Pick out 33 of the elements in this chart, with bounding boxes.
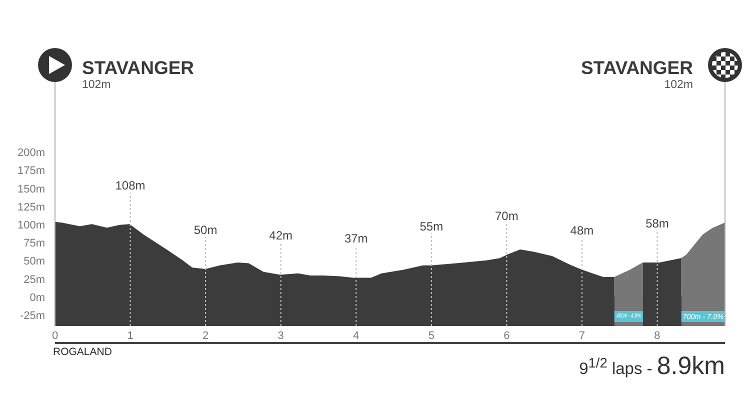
y-tick-label: 150m [17,183,45,196]
y-tick-label: 100m [17,220,45,232]
text: 9$^{1/2}$ laps - 8.9km [579,352,725,380]
x-tick-label: 0 [52,330,58,342]
x-tick-label: 5 [428,330,434,342]
ref-line-label: 37m [344,232,368,246]
y-tick-label: 25m [24,274,45,286]
ref-line-label: 70m [495,208,518,223]
annotation: STAVANGER [580,56,693,78]
text: ROGALAND [53,346,112,358]
ref-line-label: 108m [115,178,146,193]
x-tick-label: 8 [654,330,660,342]
ref-line-label: 48m [570,224,594,238]
ref-line-label: 42m [269,228,293,243]
x-tick-label: 2 [202,330,209,342]
x-tick-label: 1 [127,330,134,342]
ref-line-label: 50m [194,222,218,237]
annotation: 102m [82,79,111,92]
y-tick-label: 200m [17,147,45,160]
x-tick-label: 3 [278,330,284,342]
x-tick-label: 6 [504,330,510,342]
annotation: STAVANGER [82,56,194,78]
ref-line-label: 58m [646,216,669,230]
y-tick-label: 0m [30,292,45,304]
y-tick-label: 125m [17,201,45,214]
x-tick-label: 7 [578,330,586,342]
y-tick-label: 175m [17,165,45,178]
annotation: 102m [664,79,693,92]
y-tick-label: -25m [20,310,45,322]
y-tick-label: 50m [24,256,45,268]
x-tick-label: 4 [353,330,360,342]
y-tick-label: 75m [24,238,45,250]
ref-line-label: 55m [420,219,444,234]
